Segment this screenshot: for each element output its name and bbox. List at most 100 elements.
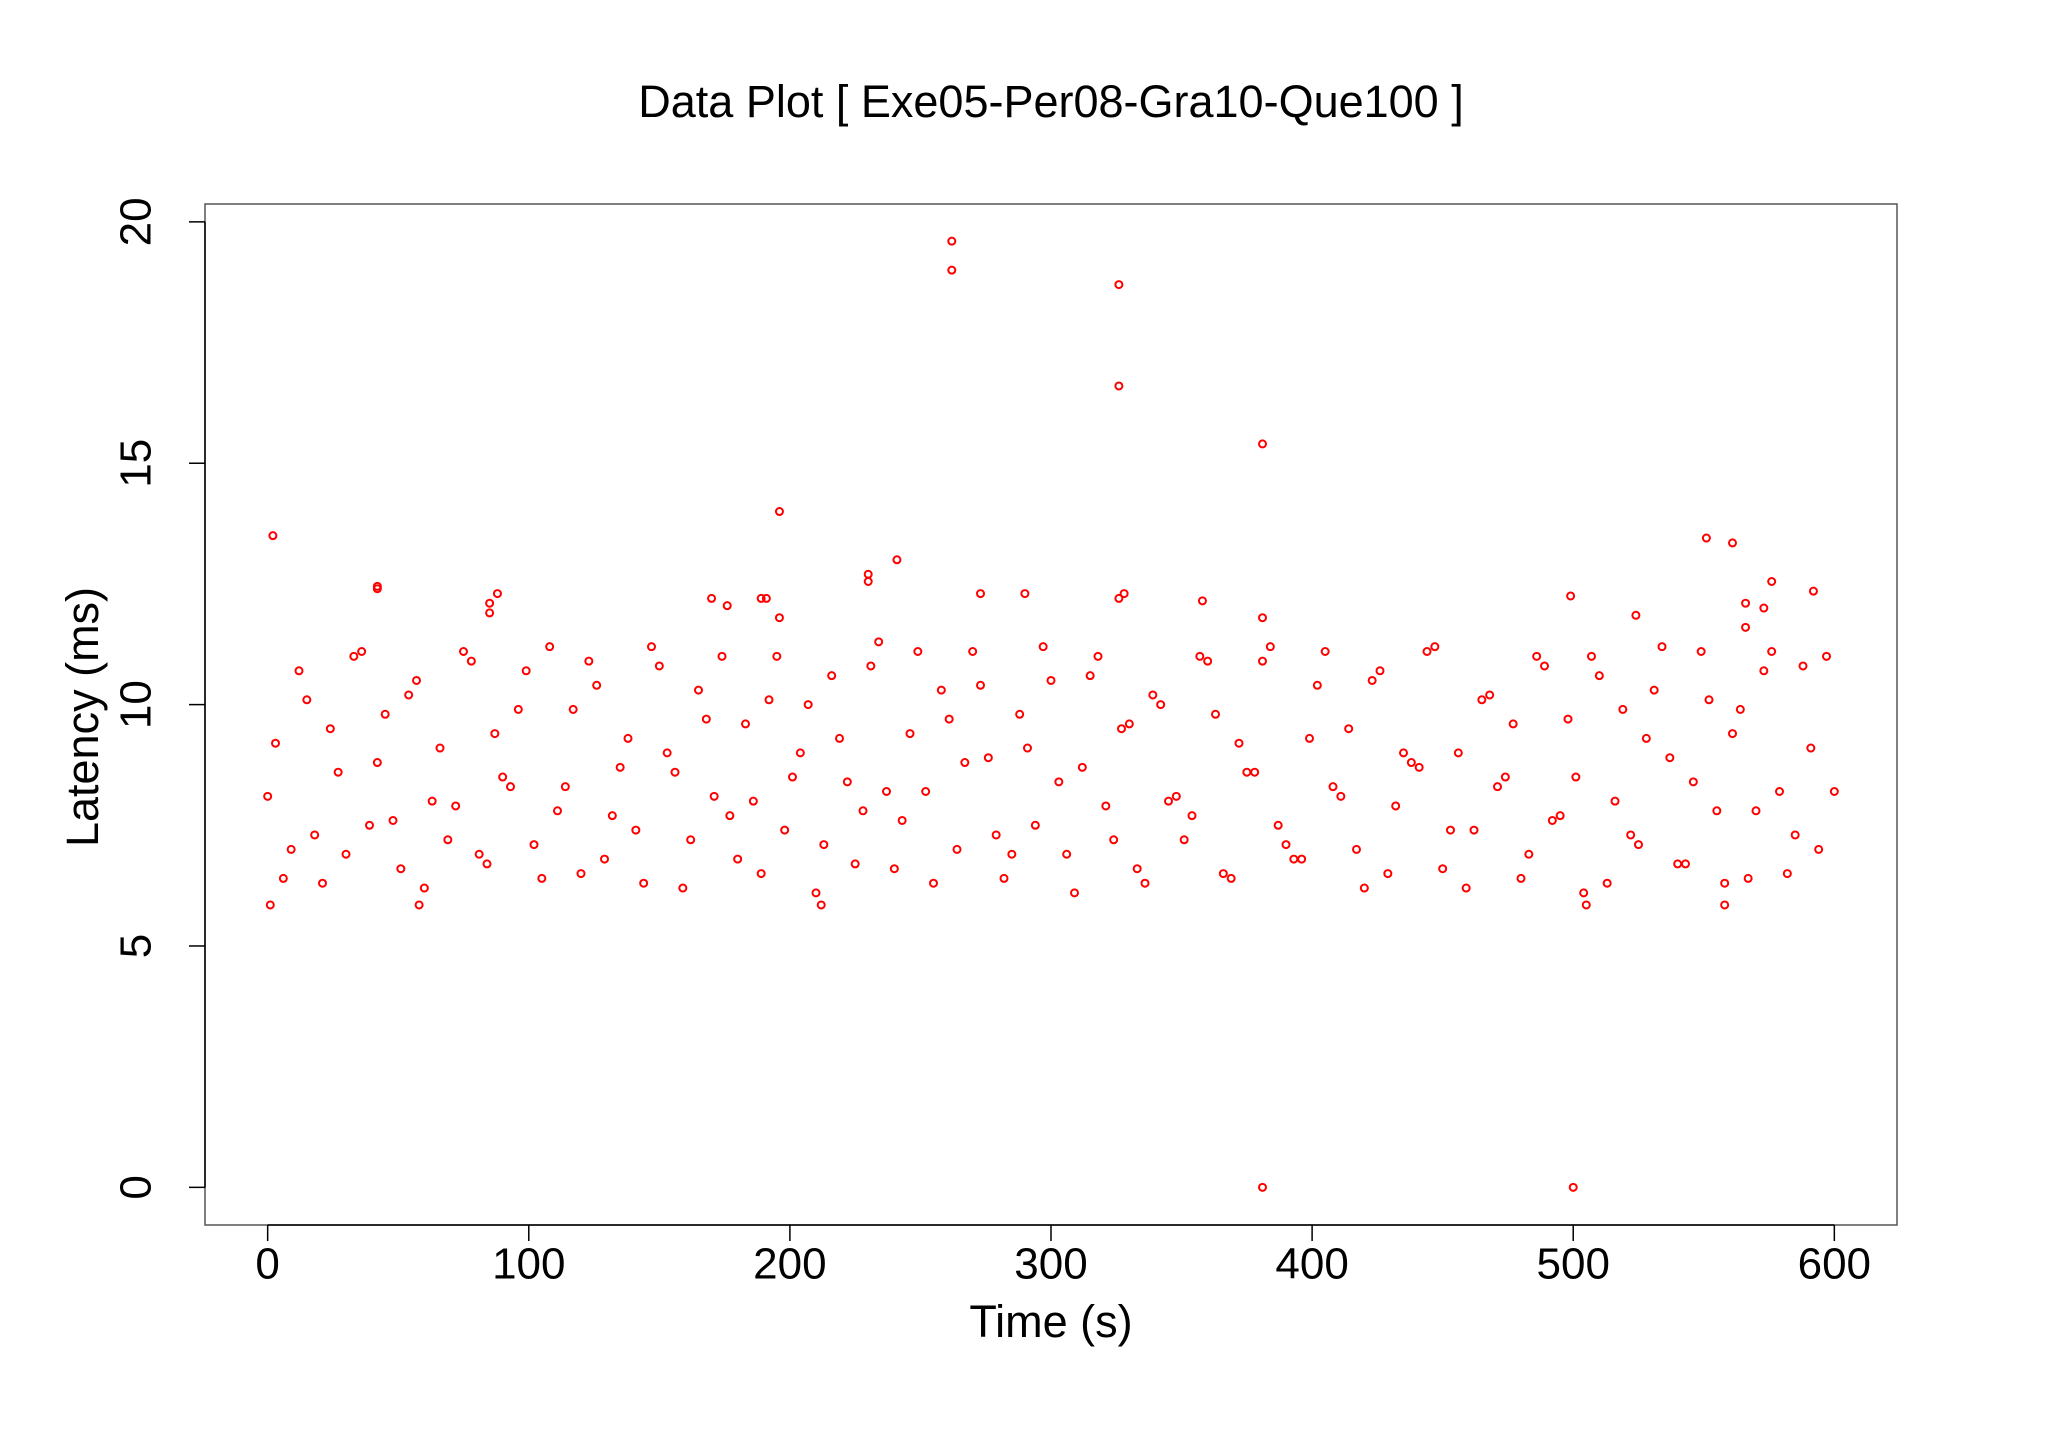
data-point: [1164, 796, 1173, 806]
data-point: [1508, 719, 1518, 729]
plot-frame: [204, 203, 1898, 1226]
y-tick-label: 0: [112, 1175, 161, 1199]
data-point: [874, 637, 884, 647]
data-point: [1516, 873, 1526, 883]
data-point: [419, 883, 429, 893]
data-point: [466, 656, 476, 666]
data-point: [1187, 811, 1197, 821]
data-point: [1540, 661, 1549, 671]
data-point: [341, 849, 351, 859]
data-point: [1759, 666, 1769, 676]
data-point: [1359, 883, 1369, 893]
data-point: [670, 767, 680, 777]
data-point: [615, 762, 625, 772]
data-point: [1132, 864, 1142, 874]
data-point: [1211, 709, 1220, 719]
data-point: [553, 806, 562, 816]
data-point: [1234, 738, 1244, 748]
data-point: [1524, 849, 1534, 859]
data-point: [1741, 622, 1751, 632]
data-point: [1741, 598, 1751, 608]
data-point: [772, 651, 782, 661]
data-point: [1197, 596, 1207, 606]
data-point: [1720, 900, 1730, 910]
data-point: [1568, 1182, 1578, 1192]
data-point: [1114, 381, 1124, 391]
data-point: [268, 531, 278, 541]
data-point: [947, 236, 957, 246]
data-point: [1258, 656, 1267, 666]
data-point: [1500, 772, 1510, 782]
data-point: [1171, 791, 1181, 801]
data-point: [451, 801, 461, 811]
data-point: [952, 844, 962, 854]
data-point: [372, 758, 382, 768]
data-point: [1148, 690, 1158, 700]
x-tick-label: 100: [492, 1240, 565, 1289]
data-point: [592, 680, 602, 690]
data-point: [1566, 591, 1576, 601]
data-point: [1179, 835, 1189, 845]
data-point: [310, 830, 320, 840]
data-point: [388, 815, 398, 825]
data-point: [263, 791, 273, 801]
data-point: [1453, 748, 1463, 758]
data-point: [427, 796, 437, 806]
data-point: [1532, 651, 1542, 661]
y-tick-label: 15: [112, 439, 161, 488]
data-point: [485, 598, 495, 608]
data-point: [816, 900, 826, 910]
data-point: [858, 806, 868, 816]
data-point: [1743, 873, 1753, 883]
data-point: [1297, 854, 1307, 864]
data-point: [265, 900, 275, 910]
data-point: [866, 661, 876, 671]
data-point: [396, 864, 406, 874]
data-point: [1038, 642, 1048, 652]
data-point: [1822, 651, 1831, 661]
data-point: [435, 743, 445, 753]
data-point: [1798, 661, 1808, 671]
data-point: [1114, 280, 1124, 290]
data-point: [1281, 840, 1291, 850]
data-point: [756, 593, 766, 603]
data-point: [1218, 869, 1228, 879]
x-tick-label: 500: [1537, 1240, 1610, 1289]
data-point: [850, 859, 860, 869]
data-point: [764, 695, 774, 705]
data-point: [1093, 651, 1103, 661]
data-point: [414, 900, 424, 910]
data-point: [1649, 685, 1659, 695]
data-point: [333, 767, 343, 777]
data-point: [1485, 690, 1495, 700]
data-point: [1594, 671, 1604, 681]
data-point: [1547, 815, 1557, 825]
data-point: [1446, 825, 1455, 835]
data-point: [568, 704, 578, 714]
data-point: [835, 733, 844, 743]
data-point: [1688, 777, 1698, 787]
data-point: [811, 888, 821, 898]
data-point: [1775, 786, 1784, 796]
data-point: [1657, 642, 1667, 652]
data-point: [921, 786, 931, 796]
data-point: [1070, 888, 1079, 898]
data-point: [576, 869, 586, 879]
data-point: [459, 647, 468, 657]
data-point: [1806, 743, 1816, 753]
data-point: [1258, 613, 1267, 623]
data-point: [513, 704, 523, 714]
data-point: [1477, 695, 1487, 705]
y-tick-label: 5: [112, 934, 161, 958]
data-point: [623, 733, 633, 743]
data-point: [1046, 675, 1056, 685]
data-point: [1007, 849, 1017, 859]
data-point: [827, 671, 837, 681]
data-point: [482, 859, 492, 869]
data-point: [863, 577, 873, 587]
data-point: [1203, 656, 1213, 666]
data-point: [1422, 647, 1432, 657]
data-point: [485, 608, 495, 618]
data-point: [1391, 801, 1401, 811]
